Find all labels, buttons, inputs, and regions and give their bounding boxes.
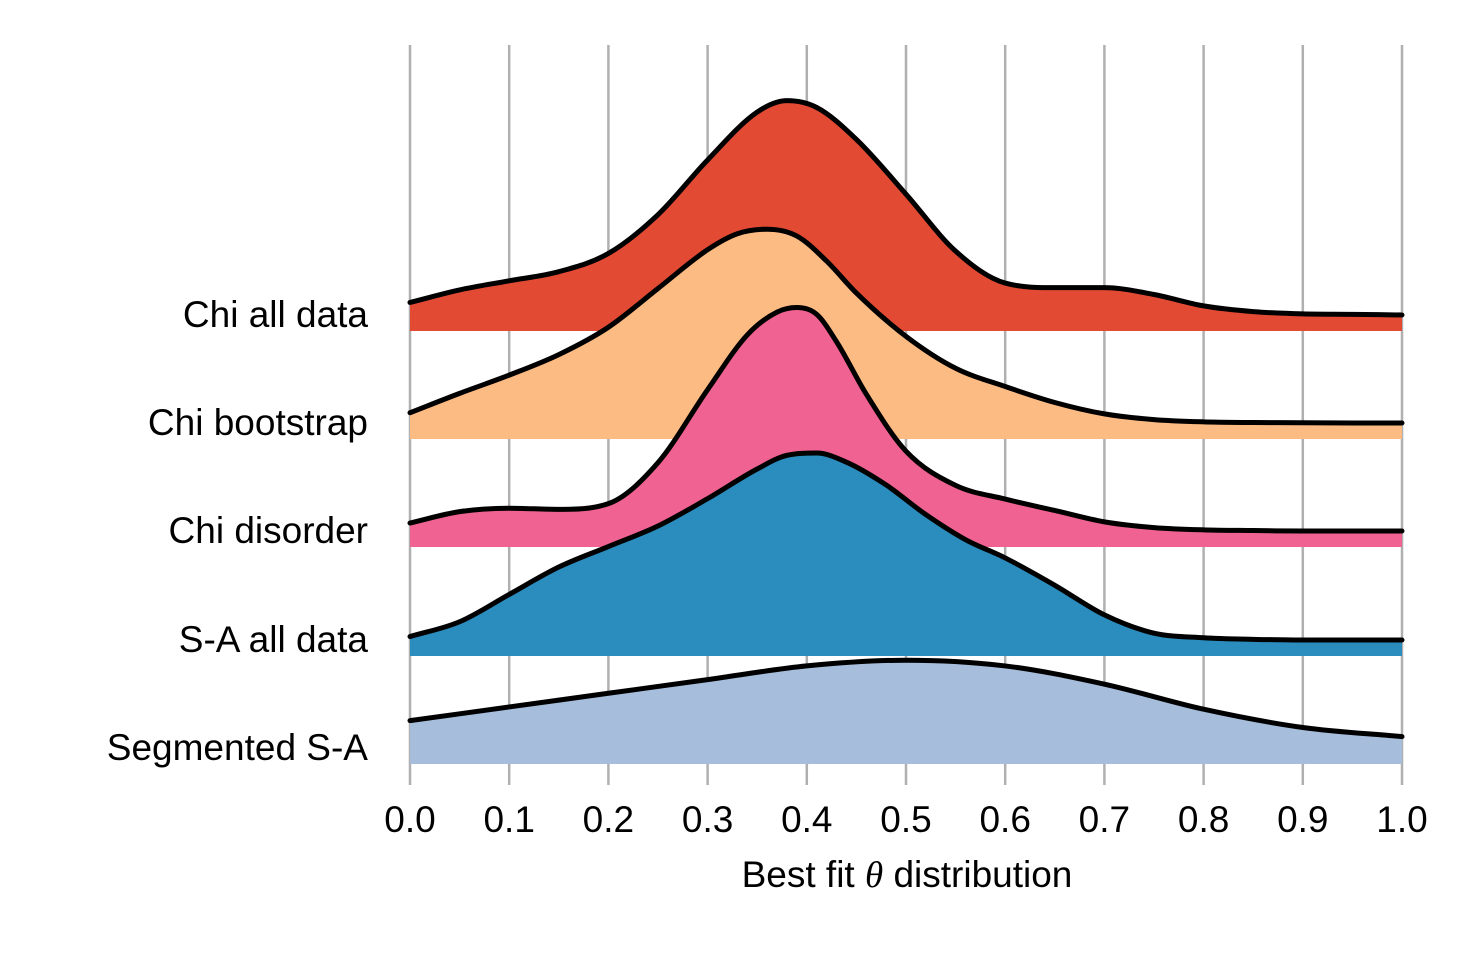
ridge-chi-all-data [407,98,1405,332]
ridge-outline [407,98,1405,318]
ridge-chi-disorder [407,305,1405,547]
ridges-layer [407,98,1405,764]
row-label: Chi all data [183,294,369,335]
row-label: Segmented S-A [107,727,369,768]
ridge-area [410,100,1402,332]
x-tick-label: 0.6 [979,799,1030,840]
ridge-outline [407,450,1405,643]
x-tick-label: 0.0 [384,799,435,840]
row-label: S-A all data [179,619,369,660]
x-axis-title: Best fit θ distribution [742,854,1073,896]
row-label: Chi disorder [169,510,368,551]
x-axis-title-prefix: Best fit [742,854,865,895]
x-tick-labels: 0.0 0.1 0.2 0.3 0.4 0.5 0.6 0.7 0.8 0.9 1.0 [384,799,1427,840]
ridge-area [410,229,1402,439]
ridge-outline [407,226,1405,426]
ridge-s-a-all-data [407,450,1405,656]
ridge-outline [407,305,1405,534]
x-tick-label: 0.1 [483,799,534,840]
x-axis-title-suffix: distribution [883,854,1072,895]
row-labels: Chi all data Chi bootstrap Chi disorder S-A… [107,294,369,768]
x-tick-label: 0.9 [1277,799,1328,840]
ridge-outline [407,657,1405,740]
ridge-chi-bootstrap [407,226,1405,439]
x-tick-label: 0.4 [781,799,832,840]
x-tick-label: 0.7 [1079,799,1130,840]
x-tick-label: 0.2 [583,799,634,840]
ridge-segmented-s-a [407,657,1405,764]
x-tick-label: 0.8 [1178,799,1229,840]
row-label: Chi bootstrap [148,402,368,443]
x-axis-title-symbol: θ [865,855,883,896]
x-tick-label: 1.0 [1376,799,1427,840]
ridge-area [410,307,1402,547]
ridge-area [410,660,1402,764]
x-tick-label: 0.5 [880,799,931,840]
ridge-area [410,453,1402,656]
x-tick-label: 0.3 [682,799,733,840]
